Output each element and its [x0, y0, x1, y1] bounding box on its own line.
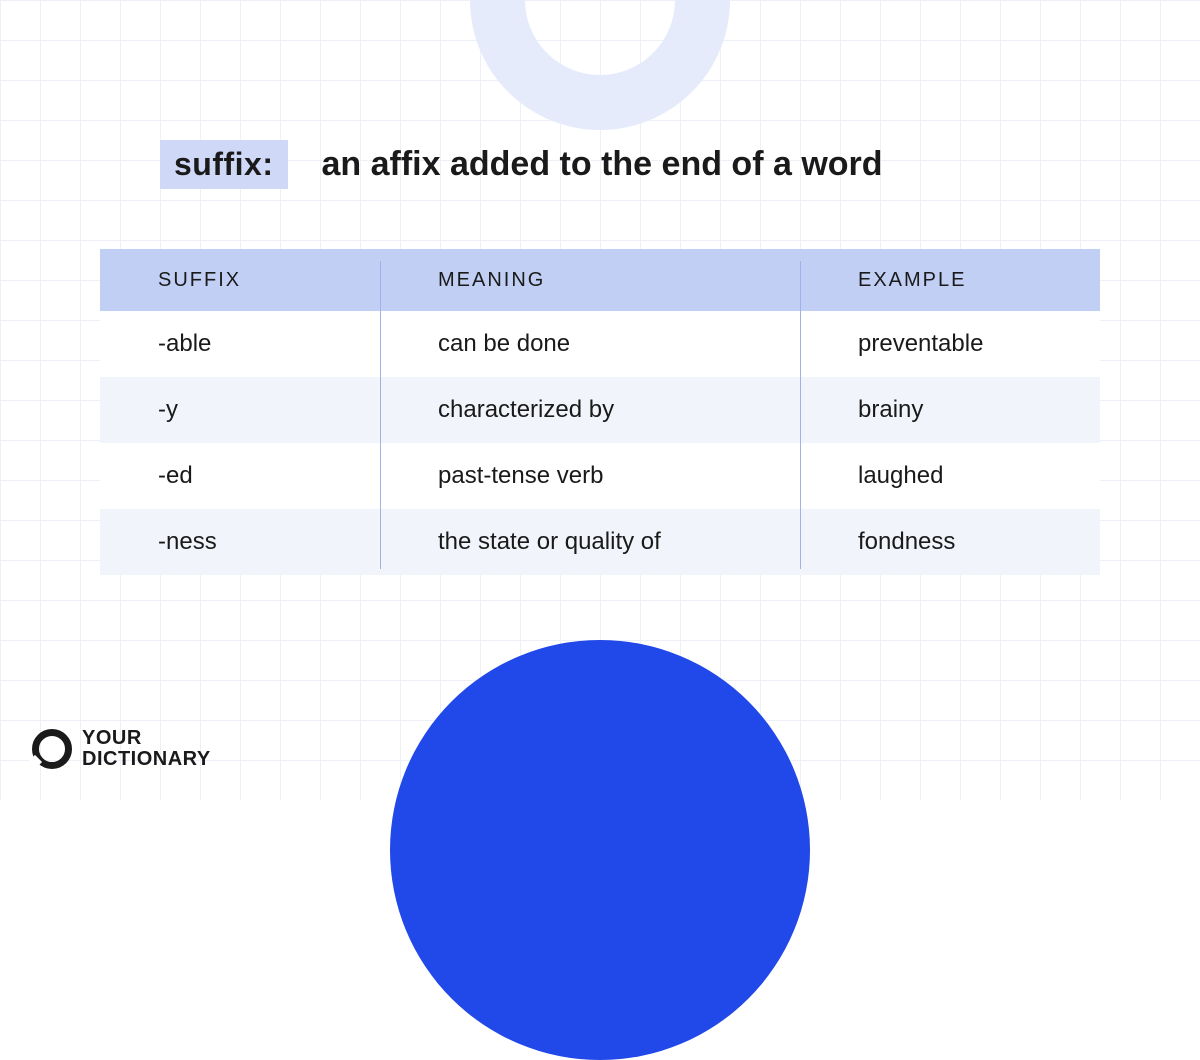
cell-meaning: can be done: [438, 330, 570, 357]
col-header-meaning: MEANING: [438, 269, 545, 291]
cell-suffix: -ness: [158, 528, 217, 555]
cell-suffix: -y: [158, 396, 178, 423]
suffix-table: SUFFIX MEANING EXAMPLE -able can be done…: [100, 249, 1100, 575]
definition-row: suffix: an affix added to the end of a w…: [160, 140, 1100, 189]
cell-suffix: -ed: [158, 462, 193, 489]
table-header-row: SUFFIX MEANING EXAMPLE: [100, 249, 1100, 311]
table-row: -ed past-tense verb laughed: [100, 443, 1100, 509]
logo-line1: YOUR: [82, 728, 211, 749]
logo-text: YOUR DICTIONARY: [82, 728, 211, 770]
col-header-example: EXAMPLE: [858, 269, 966, 291]
table-row: -able can be done preventable: [100, 311, 1100, 377]
cell-example: fondness: [858, 528, 955, 555]
cell-suffix: -able: [158, 330, 211, 357]
cell-meaning: the state or quality of: [438, 528, 661, 555]
definition-text: an affix added to the end of a word: [322, 145, 883, 184]
col-header-suffix: SUFFIX: [158, 269, 241, 291]
logo-ring-icon: [32, 729, 72, 769]
logo-line2: DICTIONARY: [82, 749, 211, 770]
term-label: suffix:: [160, 140, 288, 189]
table-row: -y characterized by brainy: [100, 377, 1100, 443]
cell-example: laughed: [858, 462, 943, 489]
cell-meaning: characterized by: [438, 396, 614, 423]
main-content: suffix: an affix added to the end of a w…: [0, 0, 1200, 575]
cell-example: preventable: [858, 330, 983, 357]
bottom-circle-decoration: [390, 640, 810, 1060]
brand-logo: YOUR DICTIONARY: [32, 728, 211, 770]
table-row: -ness the state or quality of fondness: [100, 509, 1100, 575]
cell-meaning: past-tense verb: [438, 462, 603, 489]
cell-example: brainy: [858, 396, 923, 423]
